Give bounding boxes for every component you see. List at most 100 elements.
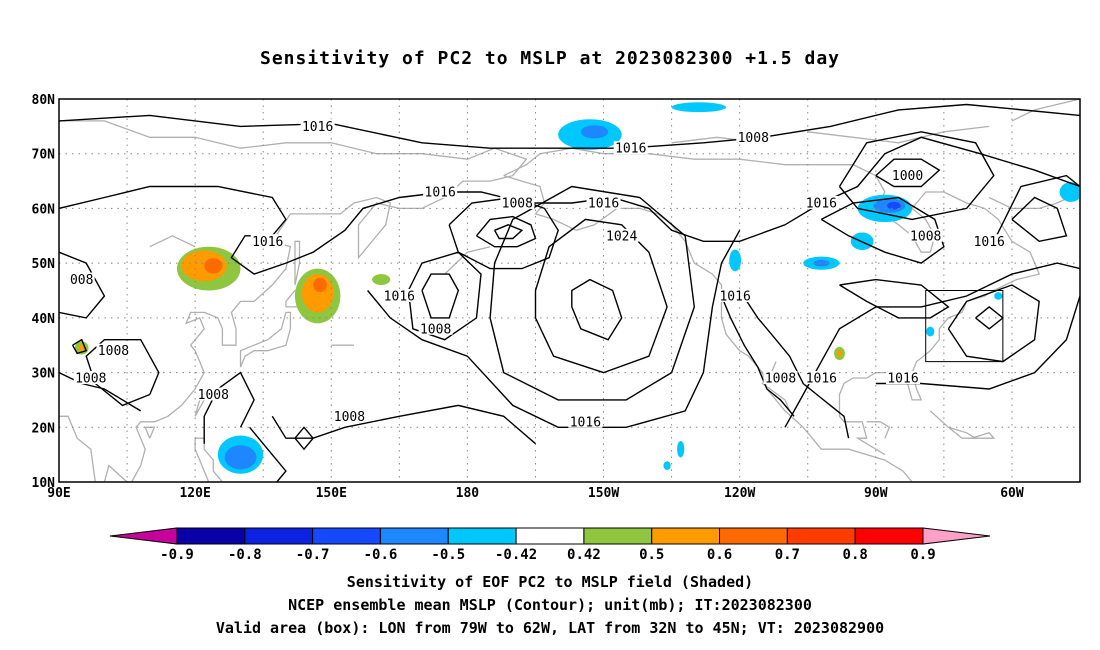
coastline-segment: [970, 432, 996, 439]
shaded-region: [671, 102, 727, 113]
contour-label: 1016: [588, 196, 619, 211]
contour-label: 1016: [806, 372, 837, 387]
contour-label: 1008: [334, 410, 365, 425]
isobar: [203, 371, 255, 444]
contour-label: 1008: [98, 344, 129, 359]
contour-label: 1016: [719, 289, 750, 304]
contour-label-bg: [96, 343, 131, 357]
contour-label-bg: [250, 234, 285, 248]
isobar: [720, 295, 795, 417]
contour-label-bg: [908, 228, 943, 242]
lat-label: 30N: [32, 367, 56, 382]
isobar: [489, 185, 696, 401]
lat-label: 80N: [32, 93, 56, 108]
colorbar-swatch: [244, 527, 314, 545]
colorbar-label: 0.5: [639, 547, 664, 563]
contour-label: 1016: [425, 186, 456, 201]
coastline-segment: [144, 426, 156, 439]
contour-labels: 1016 1016 1008 1016 1008 1016 1024 1016 1000 1016…: [68, 119, 1007, 430]
isobar: [59, 251, 106, 319]
footer-line-2: NCEP ensemble mean MSLP (Contour); unit(…: [288, 596, 812, 614]
coastline-segment: [59, 120, 528, 482]
isobar: [534, 218, 668, 374]
contour-label-bg: [804, 195, 839, 209]
contour-label: 1008: [910, 229, 941, 244]
chart-title: Sensitivity of PC2 to MSLP at 2023082300…: [259, 48, 840, 69]
shaded-region: [926, 326, 935, 337]
coastline-segment: [1011, 99, 1080, 122]
contour-label: 1016: [252, 235, 283, 250]
contour-label-bg: [886, 371, 921, 385]
contour-label: 1000: [892, 169, 923, 184]
contour-label-bg: [972, 234, 1007, 248]
grid-lines: [59, 99, 1080, 482]
lon-label: 120E: [179, 486, 210, 501]
coastline-segment: [103, 464, 132, 482]
contour-label: 1016: [384, 289, 415, 304]
contour-label: 1016: [974, 235, 1005, 250]
shaded-region: [1059, 182, 1080, 202]
lat-label: 20N: [32, 421, 56, 436]
lon-label: 150E: [316, 486, 347, 501]
isobar: [947, 284, 1040, 363]
footer-line-1: Sensitivity of EOF PC2 to MSLP field (Sh…: [346, 573, 754, 591]
lon-label: 150W: [588, 486, 619, 501]
colorbar-label: 0.7: [775, 547, 800, 563]
lon-label: 180: [456, 486, 480, 501]
shaded-region: [204, 258, 223, 274]
contour-label-bg: [586, 195, 621, 209]
coastline-segment: [194, 437, 224, 482]
lon-label: 90E: [47, 486, 70, 501]
coastline-segment: [149, 235, 196, 248]
latitude-labels: 80N 70N 60N 50N 40N 30N 20N 10N: [32, 93, 56, 491]
isobar: [421, 273, 460, 319]
contour-label-bg: [763, 371, 798, 385]
shaded-region: [78, 344, 85, 352]
coastline-segment: [503, 147, 1041, 456]
contour-label: 1024: [606, 229, 637, 244]
contour-label: 008: [70, 273, 93, 288]
coastline-segment: [444, 246, 491, 275]
contour-label: 1008: [420, 322, 451, 337]
shaded-region: [663, 461, 671, 470]
lon-label: 120W: [724, 486, 755, 501]
contour-label: 1008: [765, 372, 796, 387]
isobar: [820, 196, 945, 264]
colorbar-label: 0.8: [843, 547, 868, 563]
lat-label: 10N: [32, 476, 56, 491]
contour-label: 1016: [302, 120, 333, 135]
coastline-segment: [807, 125, 990, 144]
shaded-region: [836, 350, 843, 357]
contour-label-bg: [500, 195, 535, 209]
isobar: [838, 131, 995, 221]
shaded-region: [313, 277, 327, 293]
isobar: [59, 136, 1080, 275]
shaded-region: [224, 445, 257, 470]
lon-label: 90W: [864, 486, 888, 501]
colorbar-label: 0.9: [910, 547, 935, 563]
colorbar-swatch: [379, 527, 449, 545]
isobar: [875, 158, 941, 188]
contour-label-bg: [736, 130, 771, 144]
coastline-segment: [239, 311, 292, 368]
contour-label-bg: [382, 288, 417, 302]
coastline-segment: [761, 361, 791, 412]
colorbar-triangle-low: [109, 527, 178, 545]
colorbar-swatch: [786, 527, 856, 545]
shaded-region: [994, 292, 1003, 300]
isobar: [85, 339, 160, 407]
contour-label: 1016: [615, 142, 646, 157]
contour-label-bg: [568, 414, 603, 428]
contour-label: 1016: [887, 372, 918, 387]
contour-label: 1008: [75, 372, 106, 387]
shaded-region: [580, 125, 609, 139]
isobar: [571, 278, 623, 341]
colorbar-swatch: [583, 527, 653, 545]
contour-label-bg: [423, 185, 458, 199]
lat-label: 40N: [32, 312, 56, 327]
contour-label-bg: [418, 321, 453, 335]
isobar: [271, 404, 536, 445]
colorbar-label: 0.42: [567, 547, 601, 563]
map-frame: [58, 98, 1081, 483]
colorbar-swatch: [719, 527, 788, 545]
